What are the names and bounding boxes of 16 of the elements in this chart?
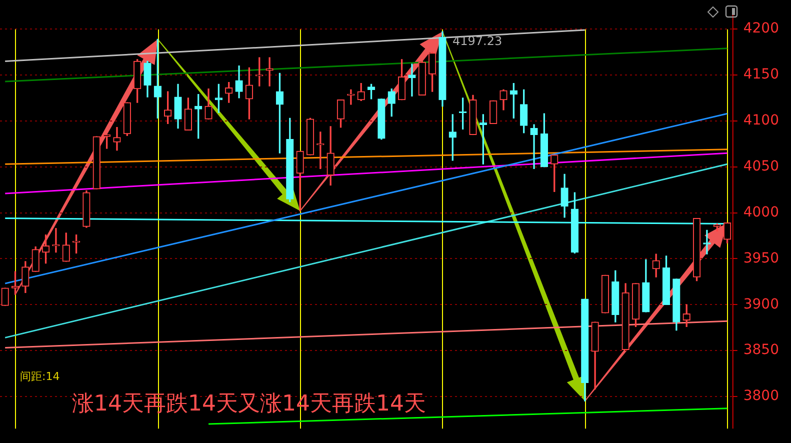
candlestick [113, 127, 121, 151]
y-tick-label: 3850 [743, 342, 780, 358]
annotation: 间距:14 [20, 370, 60, 383]
y-tick-label: 4050 [743, 158, 780, 174]
candlestick [530, 124, 538, 170]
y-tick-label: 4000 [743, 204, 780, 220]
candlestick [703, 230, 711, 254]
y-tick-label: 3950 [743, 250, 780, 266]
candlestick [408, 64, 416, 96]
y-tick-label: 3800 [743, 388, 780, 404]
y-tick-label: 4150 [743, 66, 780, 83]
y-tick-label: 3900 [743, 296, 780, 312]
annotation: 4197.23 [452, 34, 502, 48]
y-tick-label: 4200 [743, 20, 780, 37]
y-tick-label: 4100 [743, 112, 780, 129]
candlestick [266, 57, 274, 86]
